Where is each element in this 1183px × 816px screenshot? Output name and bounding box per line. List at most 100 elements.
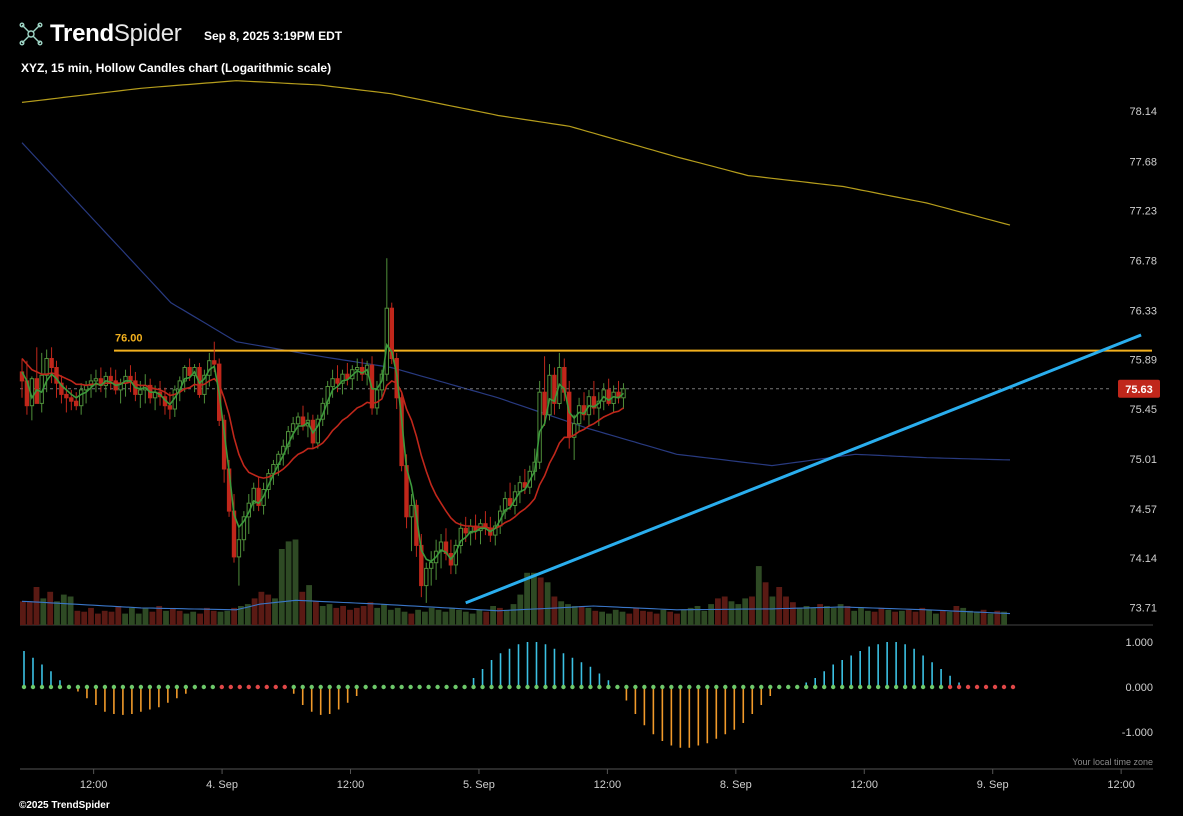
volume-bar: [864, 610, 871, 626]
volume-bar: [680, 609, 687, 625]
oscillator-dot: [1001, 684, 1007, 690]
oscillator-dot: [830, 684, 836, 690]
volume-bar: [503, 609, 510, 625]
oscillator-dot: [534, 684, 539, 690]
volume-bar: [524, 572, 530, 626]
volume-bar: [987, 613, 994, 625]
volume-bar: [851, 610, 858, 626]
volume-bar: [81, 611, 88, 625]
oscillator-dot: [75, 684, 81, 690]
volume-bar: [612, 609, 619, 625]
osc-tick-label: 0.000: [1125, 682, 1153, 694]
oscillator-dot: [435, 684, 440, 690]
volume-bar: [449, 607, 456, 625]
volume-bar: [953, 606, 960, 625]
candle-body: [295, 416, 301, 425]
oscillator-dot: [669, 684, 674, 690]
candle-body: [542, 391, 547, 416]
candle-body: [473, 525, 478, 532]
candle-body: [429, 562, 434, 569]
oscillator-dot: [372, 684, 377, 690]
candle-body: [69, 397, 74, 402]
candle-body: [601, 389, 606, 402]
volume-bar: [95, 613, 101, 625]
volume-bar: [292, 539, 299, 625]
volume-bar: [115, 606, 122, 625]
candle-body: [44, 358, 49, 376]
volume-bar: [749, 596, 755, 625]
volume-bar: [224, 610, 231, 626]
volume-bar: [565, 604, 571, 625]
volume-bar: [469, 613, 476, 625]
brand-name: TrendSpider: [50, 20, 182, 48]
volume-bar: [674, 613, 680, 625]
oscillator-dot: [696, 684, 701, 690]
chart-header: TrendSpider Sep 8, 2025 3:19PM EDT XYZ, …: [0, 0, 1183, 80]
volume-bar: [415, 609, 421, 625]
volume-bar: [326, 604, 333, 625]
candle-body: [212, 360, 217, 365]
oscillator-dot: [201, 684, 207, 690]
oscillator-dot: [336, 684, 341, 690]
volume-bar: [156, 606, 163, 625]
volume-bar: [20, 601, 26, 626]
volume-bar: [728, 601, 735, 626]
x-tick-label: 5. Sep: [463, 779, 495, 791]
oscillator-dot: [327, 684, 332, 690]
volume-bar: [244, 604, 251, 625]
candle-body: [493, 525, 498, 536]
x-tick-label: 12:00: [851, 779, 879, 791]
volume-bar: [973, 611, 980, 625]
oscillator-dot: [732, 684, 737, 690]
volume-bar: [558, 601, 565, 626]
volume-bar: [830, 607, 837, 625]
oscillator-dot: [660, 684, 665, 690]
oscillator-dot: [543, 684, 548, 690]
volume-bar: [54, 601, 60, 626]
oscillator-dot: [129, 684, 135, 690]
volume-bar: [919, 607, 926, 625]
candle-body: [463, 527, 468, 534]
oscillator-dot: [219, 684, 225, 690]
volume-bar: [285, 541, 292, 625]
candle-body: [64, 393, 69, 399]
candle-body: [458, 527, 464, 546]
volume-bar: [299, 591, 306, 626]
oscillator-dot: [947, 684, 953, 690]
volume-bar: [783, 596, 789, 625]
oscillator-dot: [741, 684, 746, 690]
candle-body: [108, 375, 113, 382]
volume-bar: [163, 610, 169, 626]
brand-light: Spider: [113, 20, 182, 47]
volume-bar: [885, 609, 892, 625]
volume-bar: [803, 606, 810, 625]
candle-body: [384, 307, 390, 375]
volume-bar: [462, 611, 469, 625]
y-tick-label: 75.45: [1129, 404, 1157, 416]
oscillator-dot: [444, 684, 449, 690]
volume-bar: [592, 610, 599, 626]
candle-body: [49, 358, 54, 368]
oscillator-dot: [264, 684, 269, 690]
oscillator-dot: [768, 684, 773, 690]
volume-bar: [306, 585, 312, 625]
candle-body: [256, 487, 261, 506]
candle-body: [236, 539, 242, 558]
candle-body: [88, 380, 94, 386]
candle-body: [241, 516, 247, 541]
oscillator-dot: [992, 684, 998, 690]
oscillator-dot: [588, 684, 593, 690]
oscillator-dot: [956, 684, 962, 690]
grid-layer: [20, 624, 1153, 770]
oscillator-dot: [777, 684, 782, 690]
oscillator-dot: [642, 684, 647, 690]
volume-bar: [333, 607, 340, 625]
oscillator-dot: [525, 684, 530, 690]
volume-bar: [169, 607, 176, 625]
candle-body: [507, 498, 513, 506]
oscillator-dot: [156, 684, 162, 690]
oscillator-dot: [111, 684, 117, 690]
oscillator-dot: [309, 684, 314, 690]
oscillator-dot: [462, 684, 467, 690]
